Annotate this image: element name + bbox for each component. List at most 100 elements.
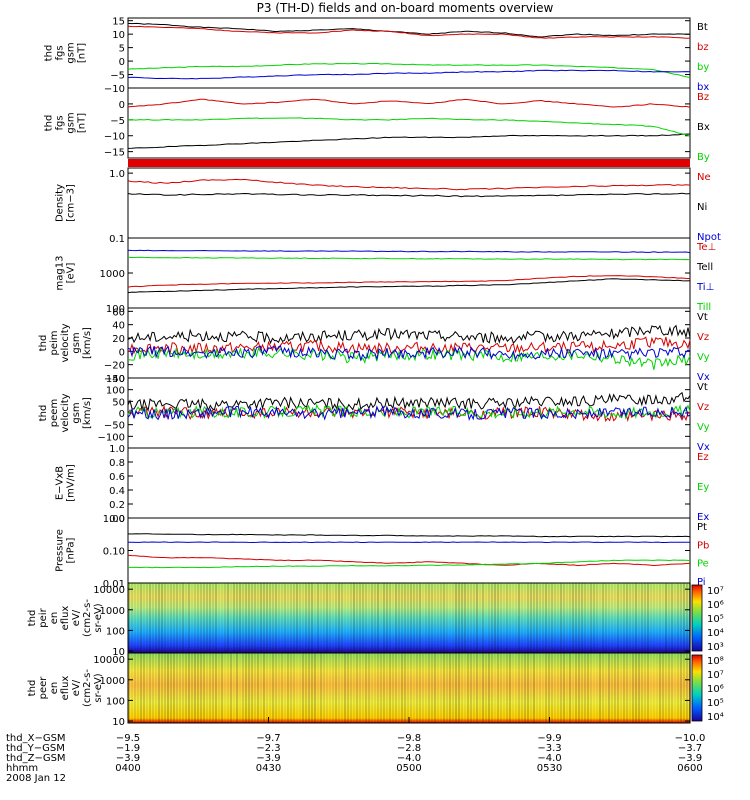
spectrogram-column [644, 653, 646, 723]
legend-Pt: Pt [697, 522, 707, 533]
spectrogram-column [251, 653, 253, 723]
spectrogram-column [218, 583, 220, 653]
spectrogram-column [482, 583, 484, 653]
spectrogram-column [350, 653, 352, 723]
spectrogram-column [623, 653, 625, 723]
spectrogram-column [278, 653, 280, 723]
series-line-Pb [127, 554, 691, 567]
spectrogram-column [440, 653, 442, 723]
spectrogram-column [329, 653, 331, 723]
spectrogram-column [281, 653, 283, 723]
spectrogram-column [149, 583, 151, 653]
legend-Vx: Vx [697, 372, 710, 383]
spectrogram-column [416, 583, 418, 653]
x-axis-value: 0600 [677, 763, 702, 774]
spectrogram-column [563, 583, 565, 653]
y-tick-label: 100 [106, 386, 125, 397]
spectrogram-column [446, 653, 448, 723]
spectrogram-column [254, 583, 256, 653]
separator-bar [128, 159, 690, 167]
spectrogram-column [404, 653, 406, 723]
x-axis-value: −4.0 [397, 753, 421, 764]
series-line-Ne [127, 178, 691, 191]
series-line-Vx [127, 405, 691, 422]
spectrogram-column [677, 583, 679, 653]
y-axis-label: sr-eV) [93, 673, 104, 702]
legend-Vz: Vz [697, 402, 709, 413]
spectrogram-column [194, 583, 196, 653]
y-tick-label: 150 [106, 374, 125, 385]
spectrogram-column [503, 583, 505, 653]
y-axis-label: gsm [71, 402, 82, 423]
panel-frame [127, 517, 691, 584]
series-line-Bt [127, 22, 690, 38]
series-line-Till [127, 256, 691, 261]
spectrogram-column [425, 653, 427, 723]
spectrogram-column [167, 583, 169, 653]
legend-Ti⊥: Ti⊥ [696, 282, 714, 293]
spectrogram-column [128, 583, 130, 653]
panel-8: 1.00 0.10 0.01 Pressure [nPa] Pt Pb Pe Pi [55, 514, 710, 590]
spectrogram-column [305, 653, 307, 723]
y-tick-label: 0.4 [109, 486, 125, 497]
x-axis-value: −3.3 [537, 743, 561, 754]
spectrogram-column [665, 583, 667, 653]
spectrogram-column [491, 583, 493, 653]
spectrogram-column [491, 653, 493, 723]
spectrogram-column [347, 653, 349, 723]
spectrogram-column [644, 583, 646, 653]
spectrogram-column [188, 583, 190, 653]
figure-title: P3 (TH-D) fields and on-board moments ov… [257, 1, 554, 15]
spectrogram-column [662, 583, 664, 653]
spectrogram-column [143, 653, 145, 723]
spectrogram-column [521, 653, 523, 723]
spectrogram-column [488, 653, 490, 723]
spectrogram-column [362, 653, 364, 723]
spectrogram-column [275, 583, 277, 653]
spectrogram-column [557, 653, 559, 723]
spectrogram-column [455, 583, 457, 653]
spectrogram-column [263, 583, 265, 653]
spectrogram-column [581, 653, 583, 723]
spectrogram-column [185, 583, 187, 653]
spectrogram-column [149, 653, 151, 723]
spectrogram-column [335, 653, 337, 723]
spectrogram-column [560, 653, 562, 723]
panel-frame [127, 237, 691, 309]
legend-bz: bz [697, 42, 709, 53]
spectrogram-column [470, 653, 472, 723]
spectrogram-column [542, 653, 544, 723]
spectrogram-column [128, 653, 130, 723]
spectrogram-column [587, 653, 589, 723]
y-tick-label: 0.8 [109, 458, 125, 469]
spectrogram-column [431, 653, 433, 723]
series-line-Vy [127, 346, 691, 370]
x-axis-value: 0530 [537, 763, 562, 774]
y-tick-label: 0 [119, 57, 125, 68]
spectrogram-column [344, 583, 346, 653]
legend-Tell: Tell [696, 262, 713, 273]
spectrogram-column [506, 653, 508, 723]
spectrogram-column [569, 583, 571, 653]
spectrogram-column [293, 653, 295, 723]
spectrogram-column [614, 583, 616, 653]
y-tick-label: −10 [104, 84, 125, 95]
y-tick-label: 10 [112, 30, 125, 41]
spectrogram-column [137, 583, 139, 653]
spectrogram-column [179, 653, 181, 723]
series-line-Vx [127, 345, 691, 362]
x-axis-value: −2.8 [397, 743, 421, 754]
spectrogram-column [341, 653, 343, 723]
spectrogram-column [233, 653, 235, 723]
spectrogram-column [146, 583, 148, 653]
spectrogram-column [641, 653, 643, 723]
spectrogram-column [350, 583, 352, 653]
spectrogram-column [506, 583, 508, 653]
spectrogram-column [227, 583, 229, 653]
spectrogram-column [317, 583, 319, 653]
y-tick-label: 1.0 [109, 169, 125, 180]
y-axis-label: [nT] [77, 113, 88, 133]
spectrogram-column [539, 653, 541, 723]
spectrogram-column [560, 583, 562, 653]
spectrogram-column [338, 583, 340, 653]
